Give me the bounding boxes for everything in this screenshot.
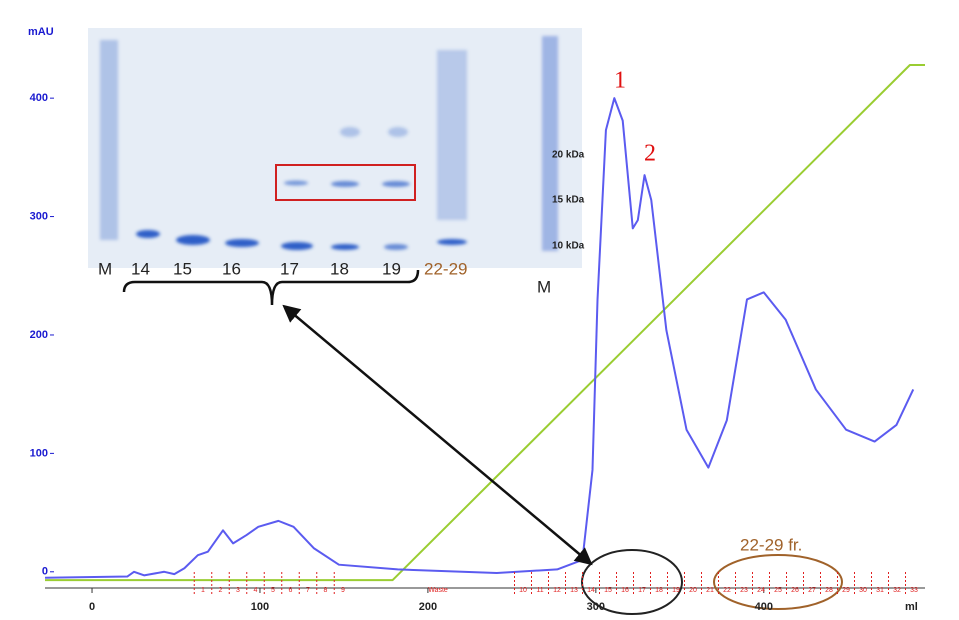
fraction-label: 31 [876, 587, 884, 594]
fraction-label: 21 [706, 587, 714, 594]
x-tick-label: 200 [419, 601, 437, 613]
x-tick-label: 300 [587, 601, 605, 613]
fraction-label: 32 [893, 587, 901, 594]
gel-background [88, 28, 582, 268]
circle-annotation [714, 555, 842, 609]
fraction-label: 26 [791, 587, 799, 594]
lane-label: M [537, 277, 551, 296]
fraction-label: 6 [289, 587, 293, 594]
fraction-label: 22 [723, 587, 731, 594]
fraction-label: 29 [842, 587, 850, 594]
marker-label: 15 kDa [552, 195, 585, 206]
lane-bracket [124, 270, 418, 305]
x-tick-label: 0 [89, 601, 95, 613]
y-tick-label: 300 [30, 210, 48, 222]
fraction-label: 30 [859, 587, 867, 594]
fraction-label: 10 [519, 587, 527, 594]
lane-label: 14 [131, 259, 150, 278]
fraction-label: 24 [757, 587, 765, 594]
lane-label: 18 [330, 259, 349, 278]
fraction-label: 3 [236, 587, 240, 594]
marker-label: 20 kDa [552, 150, 585, 161]
fraction-label: 16 [621, 587, 629, 594]
fraction-label: 33 [910, 587, 918, 594]
lane-label: 17 [280, 259, 299, 278]
x-tick-label: 400 [755, 601, 773, 613]
marker-label: 10 kDa [552, 241, 585, 252]
lane-label: 19 [382, 259, 401, 278]
peak-label: 1 [614, 68, 626, 94]
fraction-label: 28 [825, 587, 833, 594]
y-tick-label: 100 [30, 447, 48, 459]
lane-label: 15 [173, 259, 192, 278]
lane-label: M [98, 259, 112, 278]
fraction-label: 7 [306, 587, 310, 594]
fraction-label: 25 [774, 587, 782, 594]
fraction-label: 5 [271, 587, 275, 594]
y-tick-label: 400 [30, 92, 48, 104]
fraction-label: 4 [254, 587, 258, 594]
fraction-label: 15 [604, 587, 612, 594]
x-axis-label: ml [905, 601, 918, 613]
fraction-label: 17 [638, 587, 646, 594]
y-tick-label: 0 [42, 566, 48, 578]
y-axis-label: mAU [28, 26, 54, 38]
peak-label: 2 [644, 141, 656, 167]
lane-label: 22-29 [424, 259, 467, 278]
fraction-label: 11 [536, 587, 543, 594]
fraction-label: 18 [655, 587, 663, 594]
x-tick-label: 100 [251, 601, 269, 613]
fraction-label: 12 [553, 587, 561, 594]
pool-label: 22-29 fr. [740, 535, 802, 554]
fraction-label: 13 [570, 587, 578, 594]
fraction-label: 9 [341, 587, 345, 594]
fraction-label: 23 [740, 587, 748, 594]
fraction-label: 14 [587, 587, 595, 594]
fraction-label: Waste [428, 587, 448, 594]
fraction-label: 1 [201, 587, 205, 594]
arrow [285, 307, 590, 563]
fraction-label: 27 [808, 587, 816, 594]
y-tick-label: 200 [30, 329, 48, 341]
lane-label: 16 [222, 259, 241, 278]
chart: mAU ml M 14 15 16 17 18 19 22-29 M 20 k [0, 0, 959, 620]
fraction-label: 2 [219, 587, 223, 594]
fraction-label: 20 [689, 587, 697, 594]
fraction-label: 8 [324, 587, 328, 594]
fraction-label: 19 [672, 587, 680, 594]
